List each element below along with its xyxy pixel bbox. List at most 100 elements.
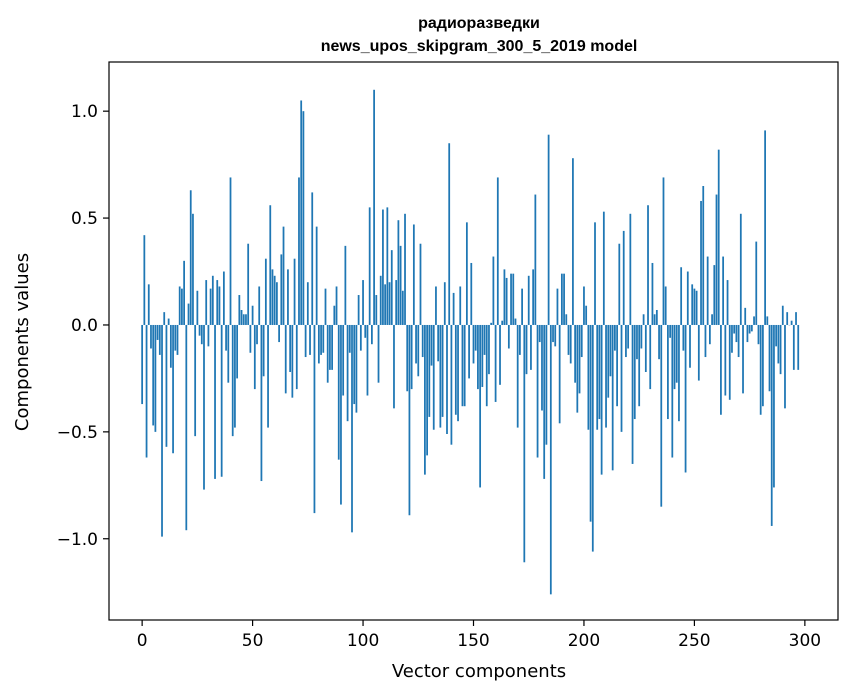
- x-tick-label: 250: [678, 631, 710, 651]
- bar: [326, 324, 329, 383]
- bar: [516, 324, 519, 428]
- bar: [220, 324, 223, 477]
- bar: [373, 89, 375, 325]
- bar: [382, 209, 384, 325]
- bar: [351, 324, 353, 533]
- bar: [609, 324, 612, 377]
- bar: [750, 324, 753, 332]
- bar: [704, 324, 707, 358]
- bar: [317, 324, 320, 364]
- bar: [313, 324, 316, 514]
- bar: [315, 226, 318, 325]
- bar: [503, 269, 506, 325]
- bar: [344, 245, 347, 325]
- bar: [790, 320, 793, 325]
- bar: [669, 324, 671, 338]
- bar: [649, 324, 652, 390]
- bar: [737, 324, 740, 358]
- bar: [547, 134, 550, 325]
- bar: [465, 222, 468, 325]
- bar: [713, 265, 716, 325]
- bar: [797, 324, 800, 370]
- bar: [154, 324, 157, 432]
- bar: [302, 111, 305, 325]
- bar: [629, 213, 632, 325]
- bar: [253, 324, 256, 390]
- bar: [435, 286, 437, 325]
- bar: [216, 280, 219, 325]
- bar: [340, 324, 342, 505]
- bar: [289, 324, 292, 372]
- bar: [565, 314, 568, 325]
- bar: [733, 324, 736, 334]
- bar: [463, 324, 466, 407]
- bar: [678, 324, 680, 422]
- bar: [404, 213, 406, 325]
- bar: [501, 320, 504, 325]
- bar: [477, 324, 479, 390]
- bar: [322, 324, 325, 353]
- bar: [320, 324, 322, 355]
- x-tick-label: 50: [242, 631, 264, 651]
- bar: [158, 324, 161, 355]
- bar: [673, 324, 676, 390]
- y-tick-label: −0.5: [57, 423, 98, 443]
- bar: [735, 324, 738, 343]
- bar: [485, 324, 488, 407]
- bar: [185, 324, 188, 531]
- bar: [519, 324, 521, 355]
- bar: [432, 324, 435, 430]
- bar: [757, 324, 760, 345]
- bar: [633, 324, 636, 420]
- bar: [245, 314, 247, 325]
- bar: [777, 324, 780, 364]
- bar: [443, 282, 446, 325]
- bar: [470, 262, 473, 325]
- bar: [731, 324, 733, 353]
- bar: [293, 258, 296, 325]
- bar: [638, 324, 641, 407]
- bar: [722, 256, 725, 325]
- bar: [249, 324, 252, 353]
- bar: [298, 177, 300, 325]
- bar: [675, 324, 678, 383]
- plot-frame: [108, 61, 839, 621]
- bar: [355, 324, 358, 413]
- y-tick-label: 0.5: [71, 209, 98, 229]
- bar: [452, 292, 455, 325]
- bar: [424, 324, 426, 475]
- bar: [218, 286, 221, 325]
- bar: [726, 280, 729, 325]
- bar: [187, 303, 190, 325]
- bar: [397, 220, 400, 325]
- bar: [412, 224, 415, 325]
- bar: [642, 314, 645, 325]
- bar: [764, 130, 766, 325]
- bar: [543, 324, 546, 479]
- bar: [779, 324, 782, 375]
- bar: [156, 324, 159, 340]
- bar: [706, 256, 709, 325]
- bar: [748, 324, 751, 334]
- bar: [357, 295, 360, 325]
- bar: [150, 324, 152, 349]
- bar: [792, 324, 795, 370]
- bar: [280, 254, 283, 325]
- bar: [505, 277, 508, 325]
- y-axis-label: Components values: [12, 253, 33, 431]
- bar: [739, 213, 742, 325]
- bar: [408, 324, 411, 516]
- bar: [795, 312, 797, 325]
- bar: [594, 222, 596, 325]
- bar: [437, 324, 440, 362]
- bar: [386, 207, 389, 325]
- bar: [333, 305, 336, 325]
- bar: [225, 324, 227, 351]
- bar: [295, 324, 298, 390]
- bar: [267, 324, 269, 428]
- bar: [342, 324, 345, 396]
- bar: [247, 243, 250, 325]
- bar: [421, 324, 424, 358]
- bar: [375, 295, 378, 325]
- bar: [541, 324, 543, 411]
